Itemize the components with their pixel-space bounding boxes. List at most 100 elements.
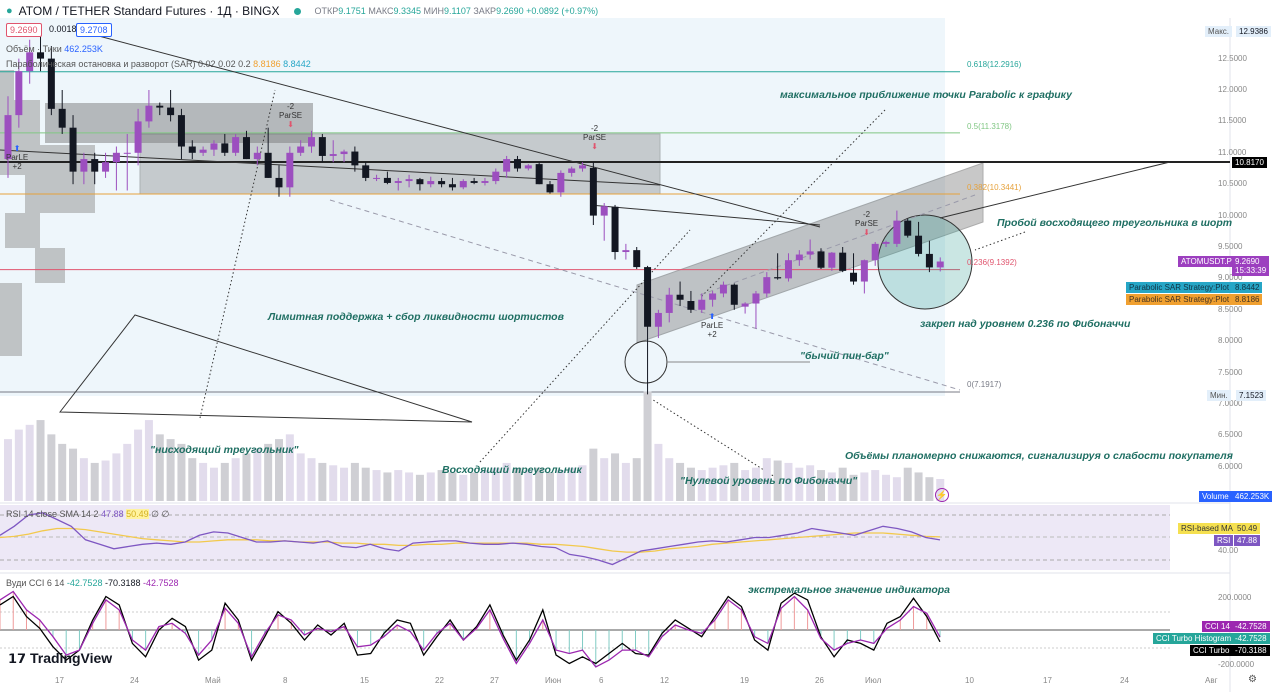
price-tick: 6.0000 bbox=[1218, 461, 1243, 471]
cci-pane[interactable] bbox=[0, 590, 941, 668]
sar-legend[interactable]: Параболическая остановка и разворот (SAR… bbox=[6, 59, 311, 69]
candle bbox=[557, 170, 565, 197]
annotation-fib-0236[interactable]: закреп над уровнем 0.236 по Фибоначчи bbox=[920, 318, 1131, 330]
buy-button[interactable]: 9.2708 bbox=[76, 23, 112, 37]
volume-bar bbox=[285, 434, 294, 501]
candles[interactable] bbox=[4, 31, 944, 395]
min-label: Мин. bbox=[1207, 390, 1231, 401]
last-price: 9.2690 bbox=[1235, 257, 1260, 266]
candle bbox=[188, 140, 196, 160]
candle-body bbox=[546, 184, 554, 193]
candle-body bbox=[459, 181, 467, 188]
annotation-asc-triangle[interactable]: Восходящий треугольник bbox=[442, 464, 582, 476]
annotation-cci-extreme[interactable]: экстремальное значение индикатора bbox=[748, 584, 950, 596]
candle-body bbox=[416, 179, 424, 185]
settings-icon[interactable]: ⚙ bbox=[1248, 674, 1257, 685]
cci-turbo-line bbox=[0, 592, 941, 665]
candle-body bbox=[69, 127, 77, 172]
price-tick: 11.0000 bbox=[1218, 147, 1247, 157]
candle bbox=[459, 179, 467, 190]
candle bbox=[275, 165, 283, 197]
rsi-legend[interactable]: RSI 14 close SMA 14 2 47.88 50.49 ∅ ∅ bbox=[6, 509, 170, 519]
volume-bar bbox=[751, 467, 760, 501]
candle bbox=[102, 152, 110, 178]
candle-body bbox=[145, 105, 153, 122]
max-label: Макс. bbox=[1205, 26, 1233, 37]
signal-parse: -2 ParSE ⬇ bbox=[855, 210, 879, 237]
cci14-line bbox=[0, 590, 941, 668]
candle bbox=[448, 177, 456, 191]
candle bbox=[297, 140, 305, 156]
volume-bar bbox=[134, 429, 143, 501]
candle bbox=[741, 302, 749, 314]
symbol-title[interactable]: ATOM / TETHER Standard Futures · 1Д · BI… bbox=[18, 4, 280, 18]
candle bbox=[806, 239, 814, 260]
candle-body bbox=[232, 137, 240, 153]
volume-value: 462.253K bbox=[1232, 491, 1273, 502]
price-tick: 9.5000 bbox=[1218, 242, 1243, 251]
candle bbox=[709, 290, 717, 307]
volume-bar bbox=[524, 470, 533, 501]
cci-legend[interactable]: Вуди CCI 6 14 -42.7528 -70.3188 -42.7528 bbox=[6, 578, 179, 588]
candle bbox=[199, 146, 207, 156]
date-tick: 22 bbox=[435, 676, 444, 685]
volume-bar bbox=[686, 467, 695, 501]
candle-body bbox=[470, 181, 478, 183]
candle bbox=[427, 176, 435, 188]
candle bbox=[394, 177, 402, 191]
sar-value: 8.8186 bbox=[1232, 294, 1263, 305]
candle bbox=[611, 204, 619, 260]
volume-bar bbox=[296, 453, 305, 501]
candle bbox=[698, 293, 706, 313]
annotation-desc-triangle[interactable]: "нисходящий треугольник" bbox=[150, 444, 299, 456]
candle-body bbox=[828, 252, 836, 268]
volume-tag: Volume bbox=[1199, 491, 1232, 502]
candle-body bbox=[904, 220, 912, 236]
volume-legend[interactable]: Объём · Тики 462.253K bbox=[6, 44, 103, 54]
volume-bar bbox=[665, 458, 674, 501]
close-label: ЗАКР bbox=[473, 6, 497, 16]
candle-body bbox=[340, 151, 348, 155]
candle-body bbox=[752, 293, 760, 304]
candle bbox=[817, 248, 825, 269]
volume-bar bbox=[480, 470, 489, 501]
sell-button[interactable]: 9.2690 bbox=[6, 23, 42, 37]
volume-bar bbox=[806, 465, 815, 501]
date-tick: Июн bbox=[545, 676, 562, 685]
candle bbox=[91, 152, 99, 185]
tradingview-logo[interactable]: 𝟭𝟳 TradingView bbox=[8, 650, 113, 666]
volume-bar bbox=[632, 458, 641, 501]
price-tick: 7.0000 bbox=[1218, 399, 1243, 408]
volume-bar bbox=[4, 439, 12, 501]
close-value: 9.2690 bbox=[496, 6, 524, 16]
candle-body bbox=[492, 171, 500, 182]
annotation-volumes[interactable]: Объёмы планомерно снижаются, сигнализиру… bbox=[845, 450, 1233, 462]
lightning-icon[interactable]: ⚡ bbox=[935, 488, 949, 502]
annotation-fib-zero[interactable]: "Нулевой уровень по Фибоначчи" bbox=[680, 475, 858, 487]
annotation-limit-support[interactable]: Лимитная поддержка + сбор ликвидности шо… bbox=[268, 311, 564, 323]
price-tick: 9.0000 bbox=[1218, 273, 1243, 283]
spread-value: 0.0018 bbox=[49, 24, 77, 34]
volume-bar bbox=[36, 420, 45, 501]
candle-body bbox=[676, 294, 684, 300]
volume-bar bbox=[58, 443, 67, 501]
candle bbox=[893, 210, 901, 247]
signal-parse: -2 ParSE ⬇ bbox=[279, 102, 303, 129]
candle bbox=[546, 181, 554, 194]
candle bbox=[264, 127, 272, 178]
volume-bar bbox=[437, 470, 446, 501]
volume-bar bbox=[795, 467, 804, 501]
annotation-pin-bar[interactable]: "бычий пин-бар" bbox=[800, 350, 889, 362]
annotation-parabolic[interactable]: максимальное приближение точки Parabolic… bbox=[780, 89, 1072, 101]
candle bbox=[925, 240, 933, 273]
annotation-breakout[interactable]: Пробой восходящего треугольника в шорт bbox=[997, 217, 1233, 229]
candle-body bbox=[817, 251, 825, 268]
rsi-pane[interactable] bbox=[0, 512, 941, 566]
candle-body bbox=[351, 151, 359, 166]
candle bbox=[665, 287, 673, 323]
volume-bar bbox=[676, 462, 685, 501]
sar-value: 8.8442 bbox=[1232, 282, 1263, 293]
candle-body bbox=[264, 152, 272, 178]
drawing-lines[interactable] bbox=[0, 34, 1171, 423]
